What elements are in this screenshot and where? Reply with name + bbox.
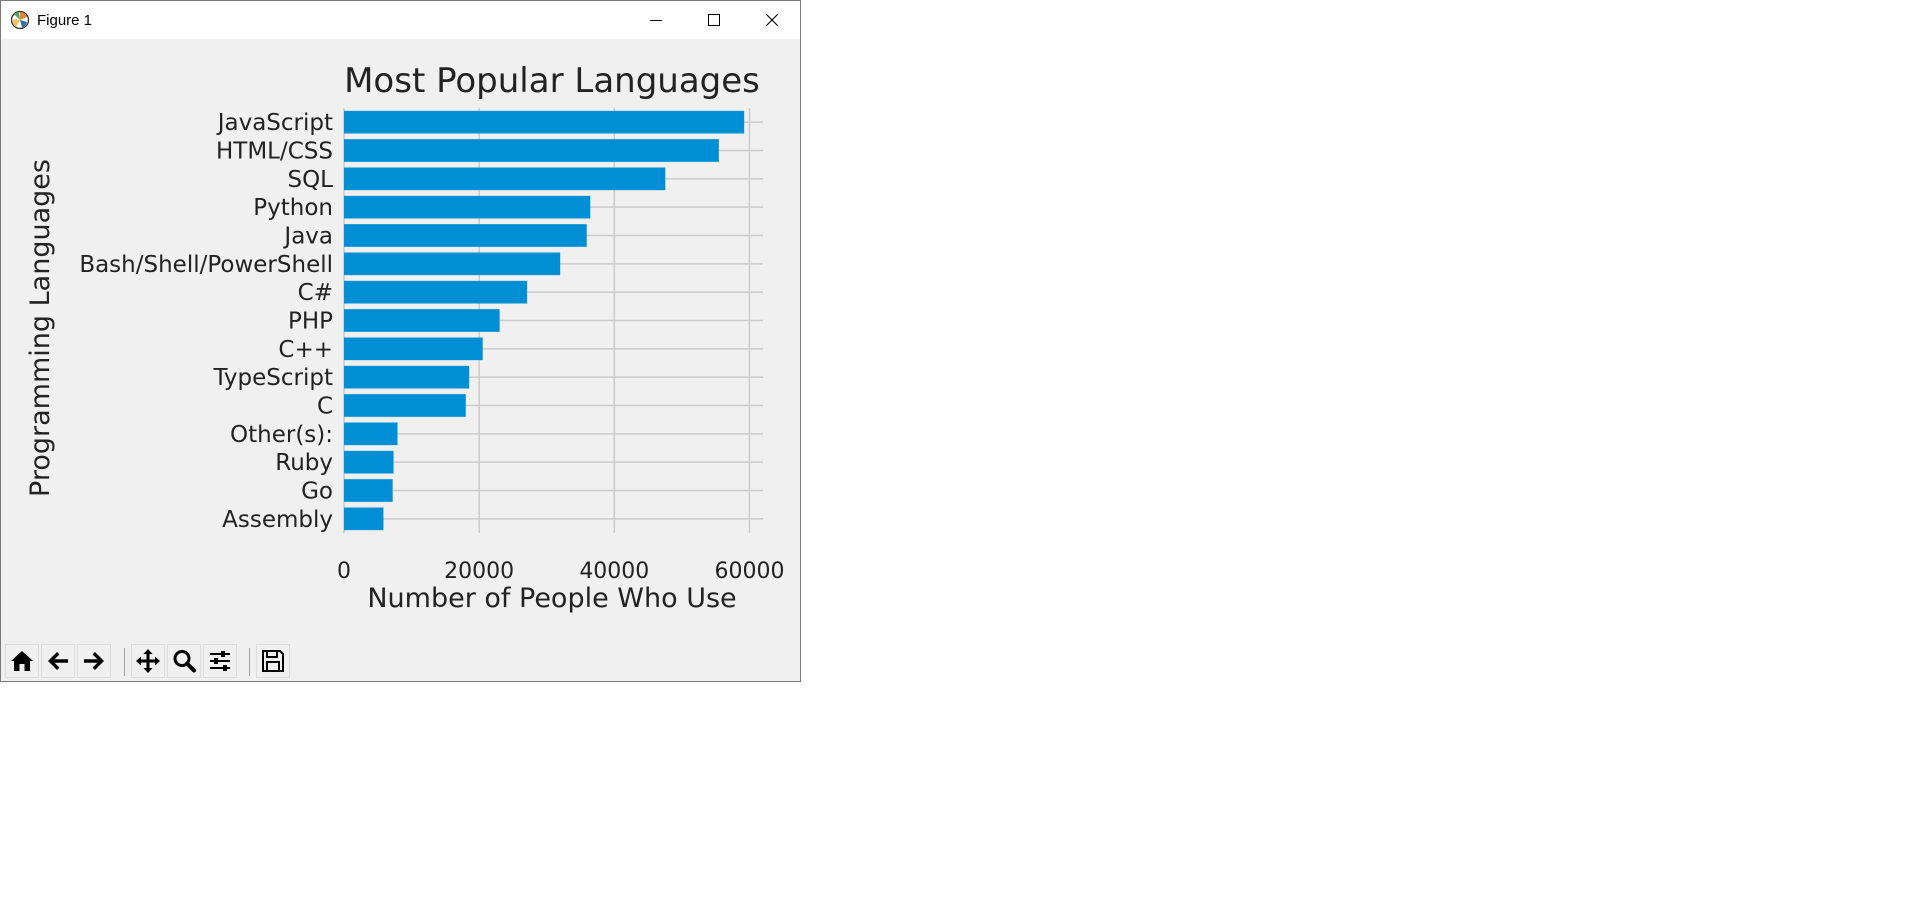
zoom-button[interactable] — [167, 644, 201, 678]
x-axis-label: Number of People Who Use — [367, 583, 736, 614]
bar-html-css[interactable] — [344, 139, 719, 162]
x-tick-labels: 0 20000 40000 60000 — [337, 559, 784, 584]
maximize-button[interactable] — [685, 1, 743, 39]
bar-java[interactable] — [344, 224, 587, 247]
back-button[interactable] — [41, 644, 75, 678]
toolbar-separator — [124, 648, 125, 676]
bar-ruby[interactable] — [344, 450, 394, 474]
move-icon — [136, 649, 160, 673]
configure-subplots-button[interactable] — [203, 644, 237, 678]
y-tick-label: Assembly — [222, 507, 333, 533]
matplotlib-logo-icon — [10, 10, 30, 30]
y-tick-label: Bash/Shell/PowerShell — [79, 252, 333, 278]
y-tick-label: JavaScript — [216, 110, 333, 136]
bar-c[interactable] — [344, 394, 466, 417]
y-tick-label: Java — [282, 224, 333, 250]
save-button[interactable] — [256, 644, 290, 678]
arrow-left-icon — [48, 652, 68, 670]
y-tick-label: TypeScript — [212, 365, 333, 391]
y-tick-label: C — [317, 394, 333, 420]
home-button[interactable] — [5, 644, 39, 678]
pan-button[interactable] — [131, 644, 165, 678]
toolbar-separator — [249, 648, 250, 676]
minimize-icon — [650, 20, 662, 21]
figure-window: Figure 1 Most Popular Languages JavaScri… — [0, 0, 801, 682]
maximize-icon — [708, 14, 720, 26]
y-axis-label: Programming Languages — [25, 159, 56, 497]
bar-assembly[interactable] — [344, 507, 384, 531]
sliders-icon — [210, 651, 230, 671]
window-title: Figure 1 — [37, 12, 93, 29]
bar-typescript[interactable] — [344, 365, 470, 389]
forward-button[interactable] — [77, 644, 111, 678]
bar-c[interactable] — [344, 280, 528, 304]
y-tick-label: SQL — [287, 167, 333, 193]
x-tick-label: 60000 — [714, 559, 784, 584]
chart-title: Most Popular Languages — [344, 61, 760, 101]
y-tick-label: Ruby — [275, 450, 333, 476]
x-tick-label: 0 — [337, 559, 351, 584]
magnifier-icon — [173, 650, 196, 673]
bar-php[interactable] — [344, 309, 500, 332]
bars — [344, 110, 745, 531]
bar-javascript[interactable] — [344, 110, 745, 134]
close-button[interactable] — [743, 1, 801, 39]
x-tick-label: 20000 — [444, 559, 514, 584]
minimize-button[interactable] — [627, 1, 685, 39]
bar-go[interactable] — [344, 479, 393, 502]
bar-chart[interactable]: Most Popular Languages JavaScript HTML/CS… — [1, 39, 800, 639]
title-bar[interactable]: Figure 1 — [1, 1, 800, 39]
bar-sql[interactable] — [344, 167, 666, 191]
bar-other-s[interactable] — [344, 422, 398, 446]
close-icon — [765, 13, 779, 27]
y-tick-label: Other(s): — [230, 422, 333, 448]
bar-bash-shell-powershell[interactable] — [344, 252, 561, 276]
bar-python[interactable] — [344, 195, 591, 219]
y-tick-label: Python — [253, 195, 333, 221]
floppy-disk-icon — [262, 650, 284, 672]
home-icon — [11, 651, 33, 671]
y-tick-label: Go — [301, 479, 333, 505]
y-tick-label: HTML/CSS — [216, 139, 333, 165]
y-tick-label: C# — [298, 280, 333, 306]
y-tick-label: C++ — [278, 337, 333, 363]
bar-c[interactable] — [344, 337, 483, 361]
y-tick-label: PHP — [288, 309, 333, 335]
arrow-right-icon — [84, 652, 104, 670]
x-tick-label: 40000 — [579, 559, 649, 584]
